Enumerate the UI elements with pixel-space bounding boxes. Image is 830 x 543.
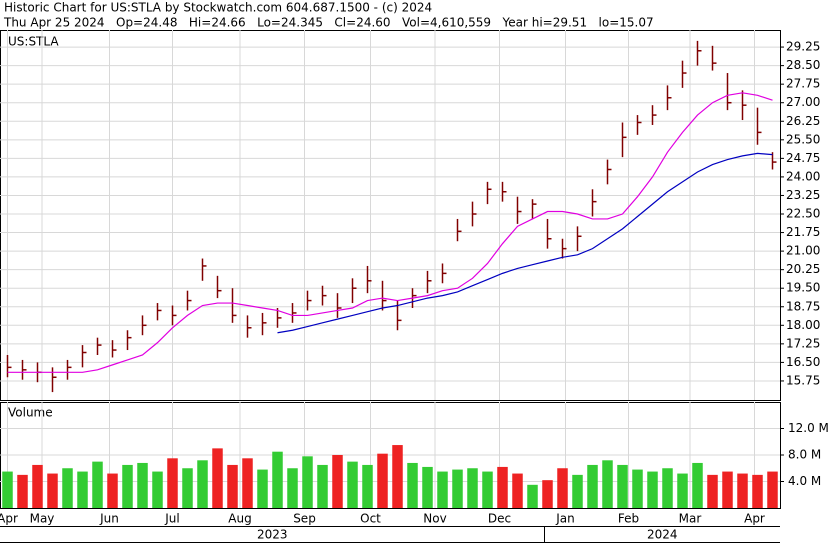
volume-bar (767, 471, 778, 508)
volume-bar (92, 461, 103, 508)
moving-average (277, 152, 773, 334)
y-tick-label: 21.00 (786, 244, 820, 258)
volume-bar (362, 464, 373, 508)
volume-bar (752, 474, 763, 508)
volume-bar (482, 471, 493, 508)
volume-bar (332, 455, 343, 508)
volume-bar (17, 474, 28, 508)
volume-bar (602, 460, 613, 508)
y-tick-label: 15.75 (786, 373, 820, 387)
y-tick-label: 17.25 (786, 336, 820, 350)
y-tick-label: 27.75 (786, 77, 820, 91)
y-tick-label: 16.50 (786, 355, 820, 369)
x-tick-label: Jul (164, 512, 179, 526)
x-tick-label: Sep (293, 512, 316, 526)
volume-bar (557, 468, 568, 508)
volume-bar (572, 474, 583, 508)
volume-bar (317, 464, 328, 508)
x-tick-label: Jan (555, 512, 575, 526)
volume-bar (137, 462, 148, 508)
y-tick-label: 20.25 (786, 262, 820, 276)
volume-bar (62, 468, 73, 508)
volume-bar (452, 469, 463, 508)
volume-bar (707, 474, 718, 508)
quote-line: Thu Apr 25 2024 Op=24.48 Hi=24.66 Lo=24.… (3, 16, 654, 30)
y-tick-label: 28.50 (786, 58, 820, 72)
volume-bar (527, 484, 538, 508)
volume-bar (182, 468, 193, 508)
y-tick-label: 12.0 M (788, 421, 829, 435)
volume-bar (212, 448, 223, 508)
y-tick-label: 24.00 (786, 169, 820, 183)
volume-bar (407, 462, 418, 508)
volume-bar (77, 471, 88, 508)
x-tick-label: Dec (488, 512, 511, 526)
x-tick-label: Oct (360, 512, 381, 526)
volume-bar (677, 473, 688, 508)
volume-bar (302, 456, 313, 508)
x-tick-label: Nov (423, 512, 446, 526)
volume-bar (152, 471, 163, 508)
symbol-label: US:STLA (8, 35, 59, 49)
volume-bar (722, 471, 733, 508)
y-tick-label: 27.00 (786, 95, 820, 109)
volume-bar (467, 468, 478, 508)
x-tick-label: Apr (0, 512, 18, 526)
volume-bar (422, 466, 433, 508)
x-tick-label: Jun (99, 512, 119, 526)
volume-bar (587, 464, 598, 508)
volume-bar (197, 460, 208, 508)
volume-bar (617, 464, 628, 508)
x-tick-label: Apr (744, 512, 765, 526)
year-label: 2024 (647, 528, 678, 542)
y-tick-label: 19.50 (786, 281, 820, 295)
x-tick-label: Feb (618, 512, 639, 526)
chart-title: Historic Chart for US:STLA by Stockwatch… (4, 1, 432, 15)
volume-bar (47, 473, 58, 508)
volume-bar (242, 458, 253, 508)
volume-bar (377, 453, 388, 508)
moving-average (7, 92, 773, 373)
y-tick-label: 21.75 (786, 225, 820, 239)
volume-bar (737, 473, 748, 508)
volume-bar (107, 473, 118, 508)
volume-bar (647, 471, 658, 508)
volume-bar (662, 468, 673, 508)
volume-bar (542, 480, 553, 508)
x-tick-label: Mar (679, 512, 702, 526)
y-tick-label: 25.50 (786, 132, 820, 146)
x-tick-label: May (30, 512, 55, 526)
y-tick-label: 26.25 (786, 114, 820, 128)
volume-bar (392, 445, 403, 508)
volume-bar (347, 461, 358, 508)
y-tick-label: 23.25 (786, 188, 820, 202)
volume-bar (32, 464, 43, 508)
volume-bar (512, 473, 523, 508)
volume-bar (2, 471, 13, 508)
y-tick-label: 29.25 (786, 40, 820, 54)
price-frame (0, 30, 781, 401)
volume-label: Volume (8, 406, 53, 420)
volume-bar (692, 462, 703, 508)
volume-bar (167, 458, 178, 508)
year-label: 2023 (257, 528, 288, 542)
volume-bar (437, 471, 448, 508)
volume-bar (227, 464, 238, 508)
y-tick-label: 24.75 (786, 151, 820, 165)
volume-bar (497, 466, 508, 508)
y-tick-label: 22.50 (786, 207, 820, 221)
x-tick-label: Aug (228, 512, 251, 526)
volume-bar (287, 468, 298, 508)
y-tick-label: 4.0 M (788, 474, 821, 488)
volume-bar (632, 469, 643, 508)
y-tick-label: 18.75 (786, 299, 820, 313)
volume-bar (257, 469, 268, 508)
y-tick-label: 8.0 M (788, 448, 821, 462)
y-tick-label: 18.00 (786, 318, 820, 332)
volume-bar (272, 451, 283, 508)
volume-bar (122, 464, 133, 508)
